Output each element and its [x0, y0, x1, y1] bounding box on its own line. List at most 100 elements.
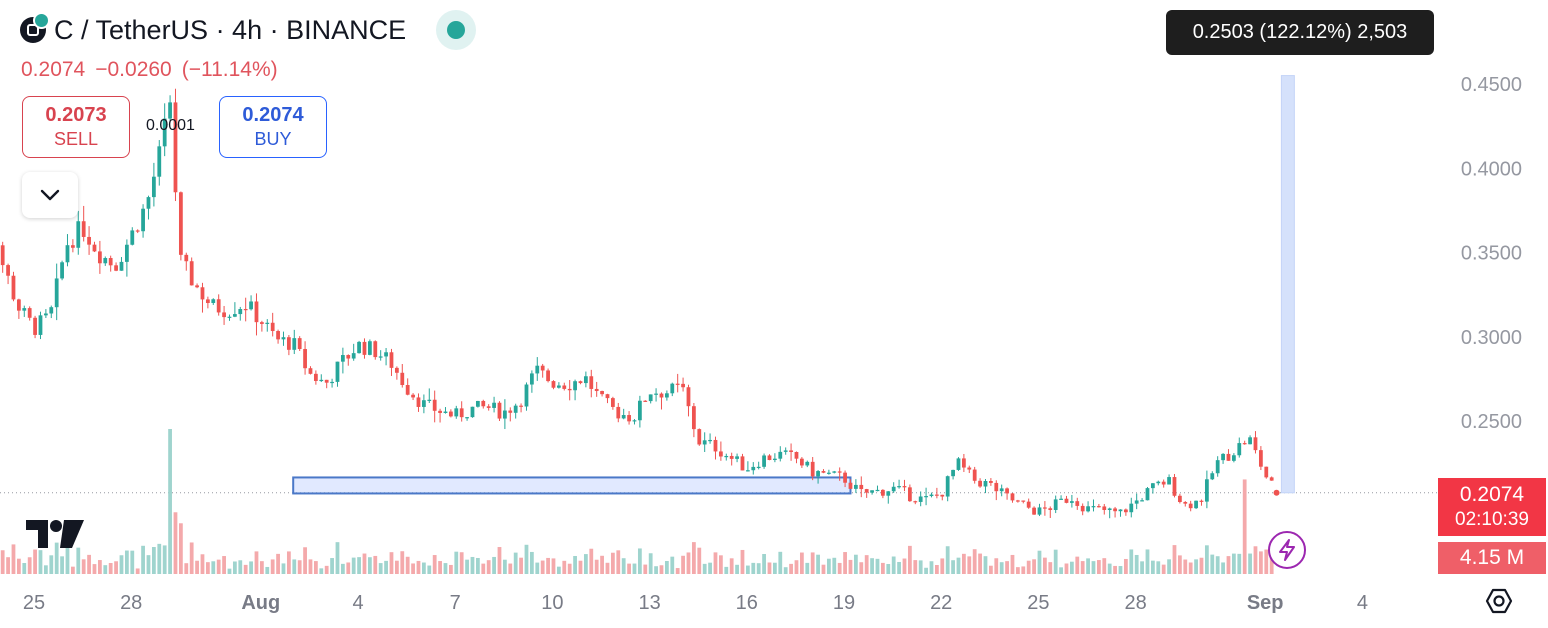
volume-bar	[249, 561, 253, 574]
tradingview-logo[interactable]	[26, 518, 86, 550]
price-axis[interactable]: 0.4500 0.4000 0.3500 0.3000 0.2500	[1461, 74, 1522, 433]
candle-body	[92, 244, 97, 252]
volume-bar	[826, 558, 831, 574]
candle-body	[605, 394, 610, 399]
candle-body	[238, 309, 243, 315]
candle-body	[151, 176, 156, 198]
volume-bar	[1059, 567, 1063, 574]
candle-body	[416, 397, 421, 407]
candle-body	[934, 494, 939, 496]
candle-body	[670, 383, 675, 394]
price-tick-label: 0.4500	[1461, 74, 1522, 96]
candle-body	[913, 501, 918, 503]
candle-body	[259, 322, 264, 324]
last-price-dot	[1273, 489, 1280, 496]
volume-bar	[378, 563, 383, 574]
volume-bar	[432, 555, 437, 574]
symbol-header[interactable]: C / TetherUS · 4h · BINANCE	[20, 10, 477, 50]
candle-body	[546, 370, 550, 382]
volume-bar	[11, 544, 16, 574]
volume-bar	[891, 556, 896, 574]
volume-bar	[1107, 563, 1112, 574]
volume-bar	[735, 564, 739, 574]
volume-bar	[1269, 554, 1274, 574]
volume-bar	[978, 553, 982, 574]
volume-bar	[6, 557, 10, 574]
volume-bar	[767, 562, 772, 574]
candle-body	[805, 461, 810, 466]
time-tick-label: 7	[450, 592, 461, 614]
volume-bar	[1237, 553, 1242, 574]
volume-bar	[1258, 551, 1263, 574]
candle-body	[54, 278, 59, 308]
market-status-icon[interactable]	[436, 10, 477, 50]
volume-bar	[1204, 545, 1209, 574]
time-axis[interactable]: 25 28 Aug 4 7 10 13 16 19 22 25 28 Sep 4	[23, 592, 1368, 614]
volume-bar	[821, 564, 826, 574]
candle-body	[551, 381, 556, 388]
candle-body	[697, 429, 702, 445]
volume-bar	[934, 565, 939, 574]
symbol-title[interactable]: C / TetherUS · 4h · BINANCE	[54, 14, 407, 45]
candle-body	[735, 456, 739, 459]
volume-bar	[492, 556, 496, 574]
volume-bar	[281, 563, 286, 574]
candle-body	[216, 299, 221, 313]
buy-button[interactable]: 0.2074 BUY	[219, 96, 327, 158]
volume-bar	[745, 565, 750, 574]
sell-price: 0.2073	[45, 104, 107, 126]
candle-body	[848, 482, 853, 489]
candle-body	[502, 410, 507, 419]
candle-body	[675, 383, 680, 385]
candle-body	[1123, 509, 1128, 513]
drawing-zone[interactable]	[292, 75, 1295, 495]
settings-icon[interactable]	[1484, 586, 1514, 616]
candle-body	[654, 393, 658, 395]
volume-bar	[400, 551, 405, 574]
candle-body	[794, 451, 799, 459]
volume-bar	[351, 557, 356, 574]
volume-bar	[276, 553, 280, 574]
candle-body	[826, 472, 831, 474]
candle-body	[567, 388, 572, 391]
candle-body	[76, 221, 81, 248]
candle-body	[681, 383, 685, 388]
candle-body	[16, 299, 21, 311]
candle-body	[1069, 501, 1074, 503]
volume-bar	[848, 559, 853, 574]
candle-body	[340, 355, 345, 362]
volume-bar	[335, 542, 340, 574]
candle-body	[664, 393, 669, 398]
volume-bar	[1129, 549, 1134, 574]
volume-bar	[259, 561, 264, 574]
volume-bar	[367, 557, 372, 574]
candle-body	[243, 309, 248, 311]
replay-button[interactable]	[1268, 531, 1306, 569]
measure-range-band[interactable]	[1280, 75, 1295, 494]
candle-body	[1215, 460, 1220, 474]
time-tick-label: 28	[1124, 592, 1146, 614]
sell-button[interactable]: 0.2073 SELL	[22, 96, 130, 158]
volume-bar	[427, 565, 432, 574]
volume-bar	[664, 561, 669, 574]
buy-label: BUY	[254, 129, 292, 149]
collapse-legend-button[interactable]	[22, 172, 78, 218]
candle-body	[994, 482, 999, 492]
volume-bar	[875, 558, 880, 574]
volume-bar	[951, 560, 955, 574]
candle-body	[902, 486, 907, 488]
volume-bar	[168, 429, 172, 574]
volume-bar	[135, 568, 140, 574]
candle-body	[200, 287, 205, 300]
support-zone-rectangle[interactable]	[292, 476, 852, 495]
candle-body	[60, 262, 64, 279]
volume-bar	[578, 560, 583, 574]
candle-body	[103, 258, 108, 264]
candle-body	[988, 481, 993, 483]
volume-bar	[567, 563, 572, 574]
volume-bar	[33, 549, 37, 574]
volume-bar	[897, 561, 901, 574]
volume-bar	[853, 554, 858, 574]
candle-body	[1161, 481, 1166, 485]
